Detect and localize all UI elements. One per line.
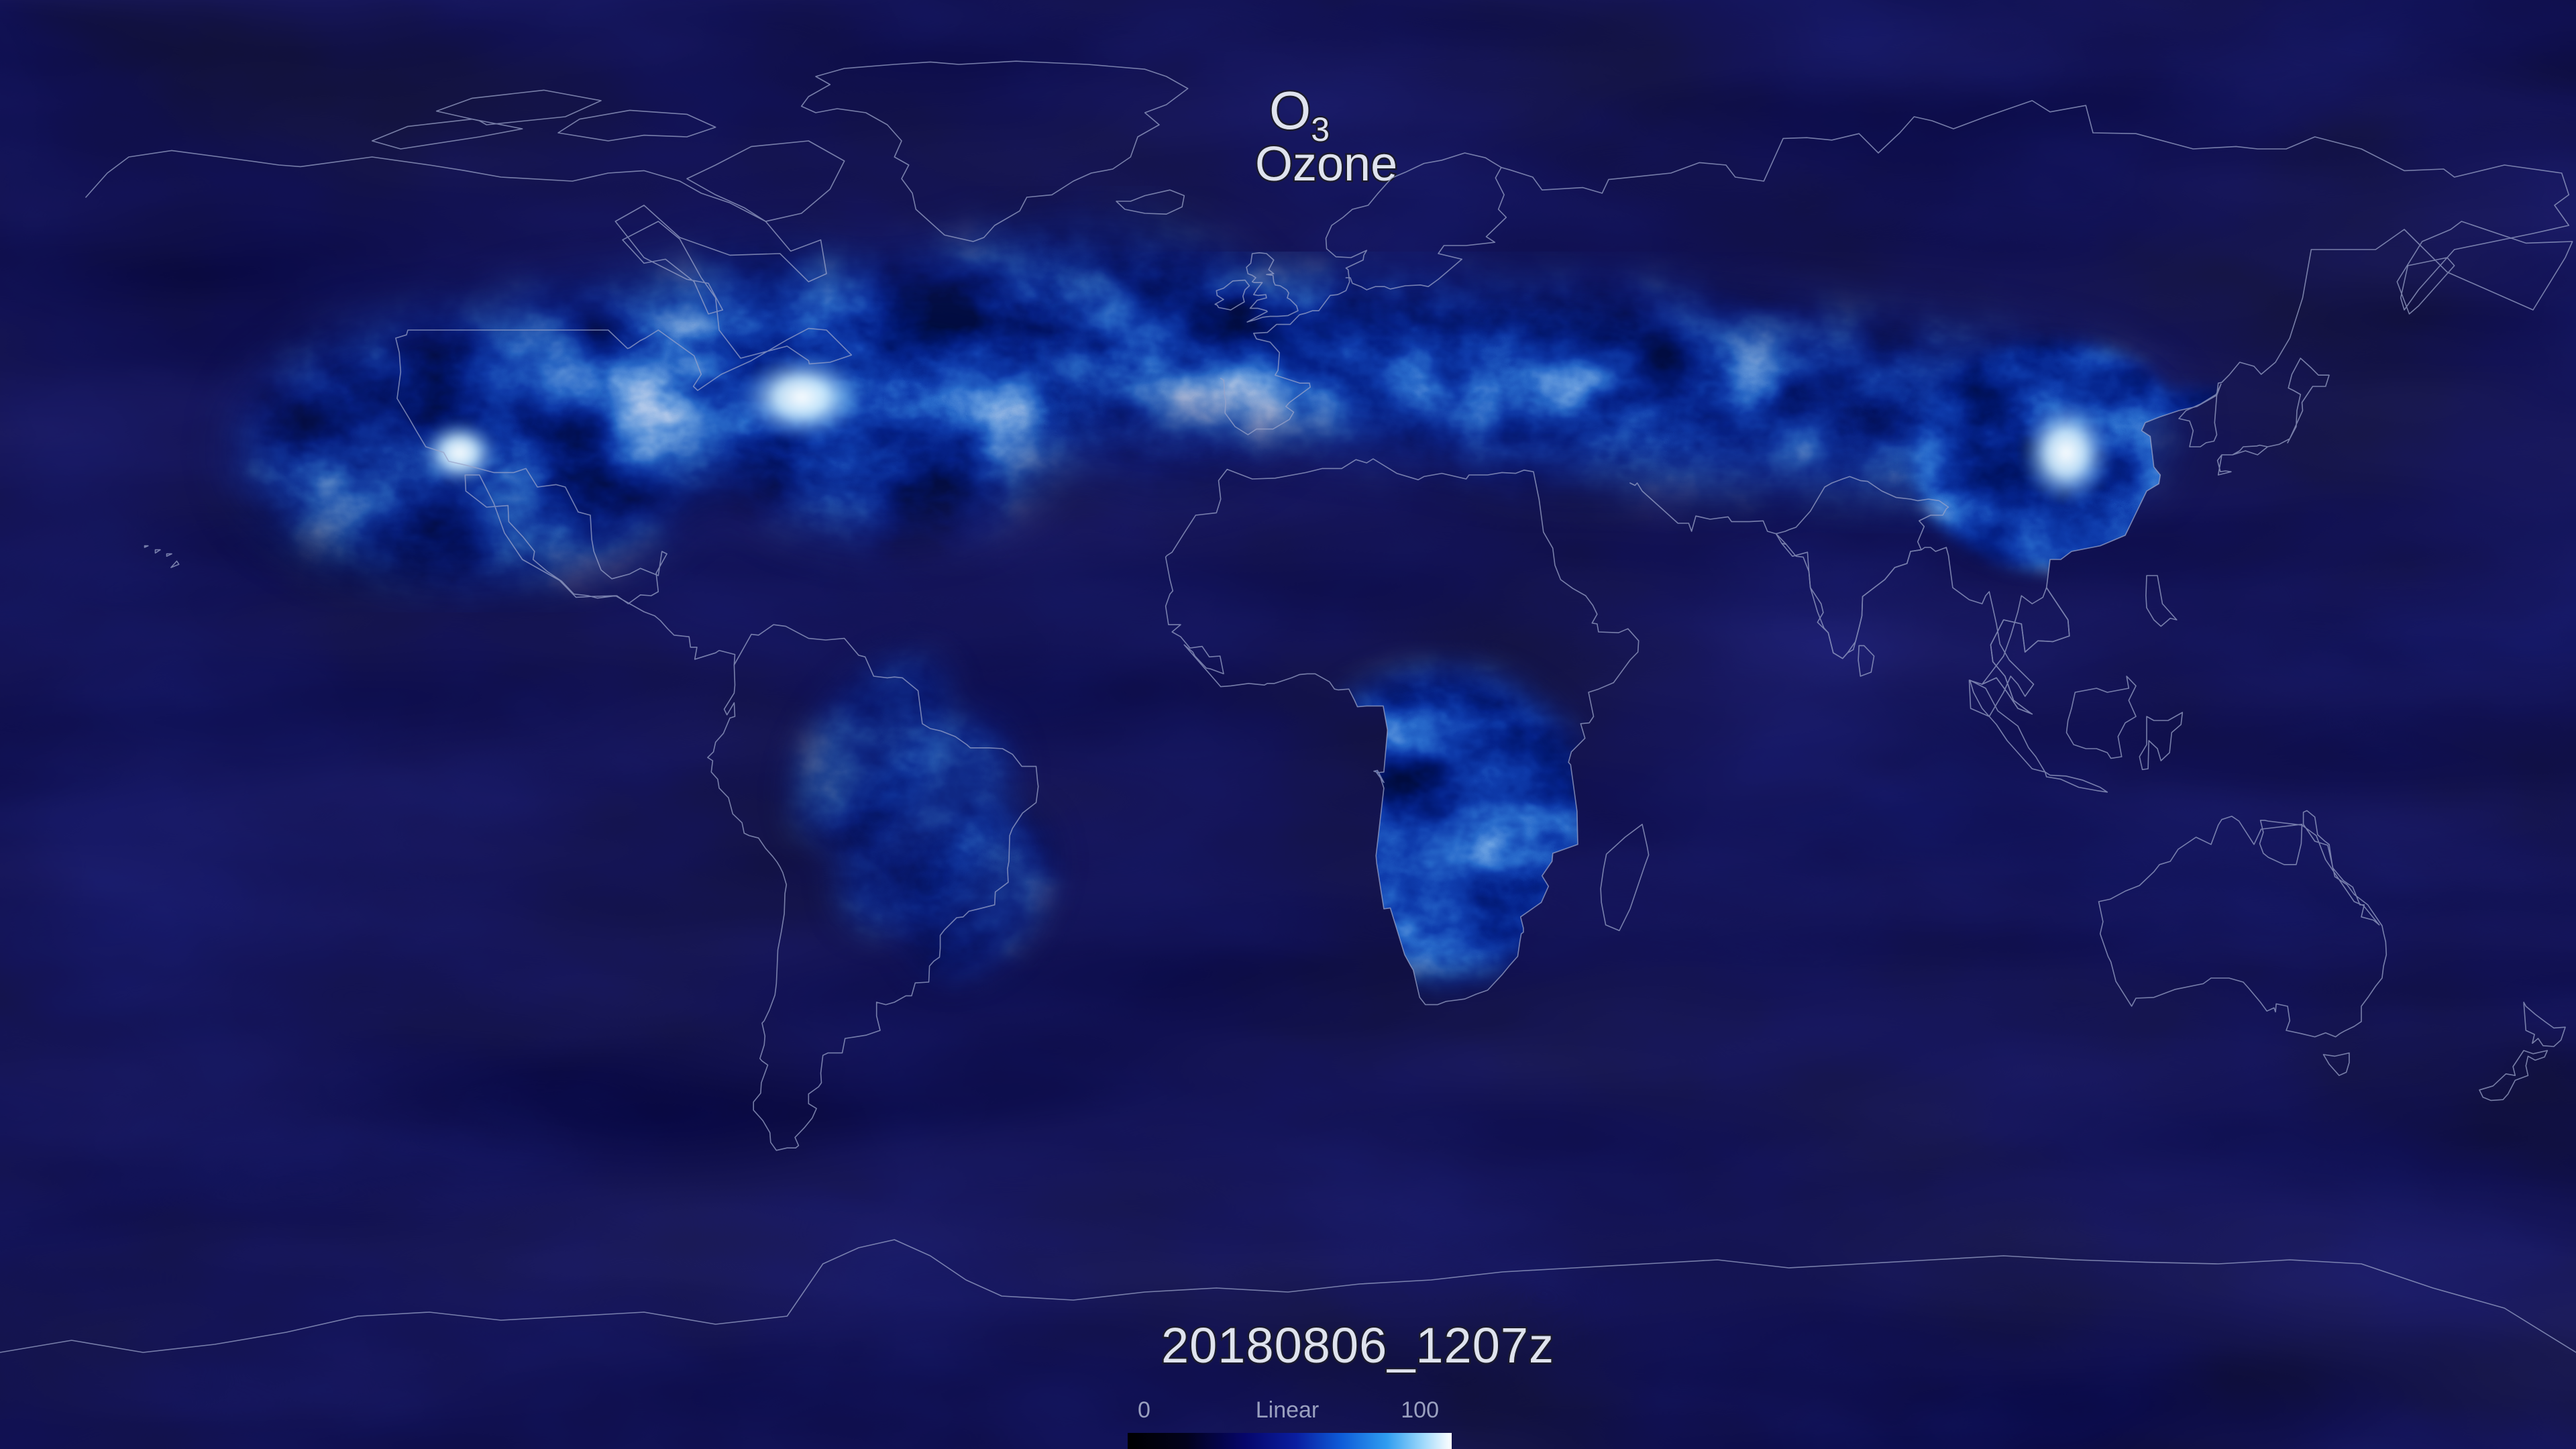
svg-text:Linear: Linear	[1256, 1397, 1320, 1423]
svg-text:20180806_1207z: 20180806_1207z	[1161, 1318, 1554, 1373]
svg-text:Ozone: Ozone	[1255, 138, 1397, 191]
svg-text:0: 0	[1138, 1397, 1150, 1423]
svg-text:100: 100	[1401, 1397, 1439, 1423]
